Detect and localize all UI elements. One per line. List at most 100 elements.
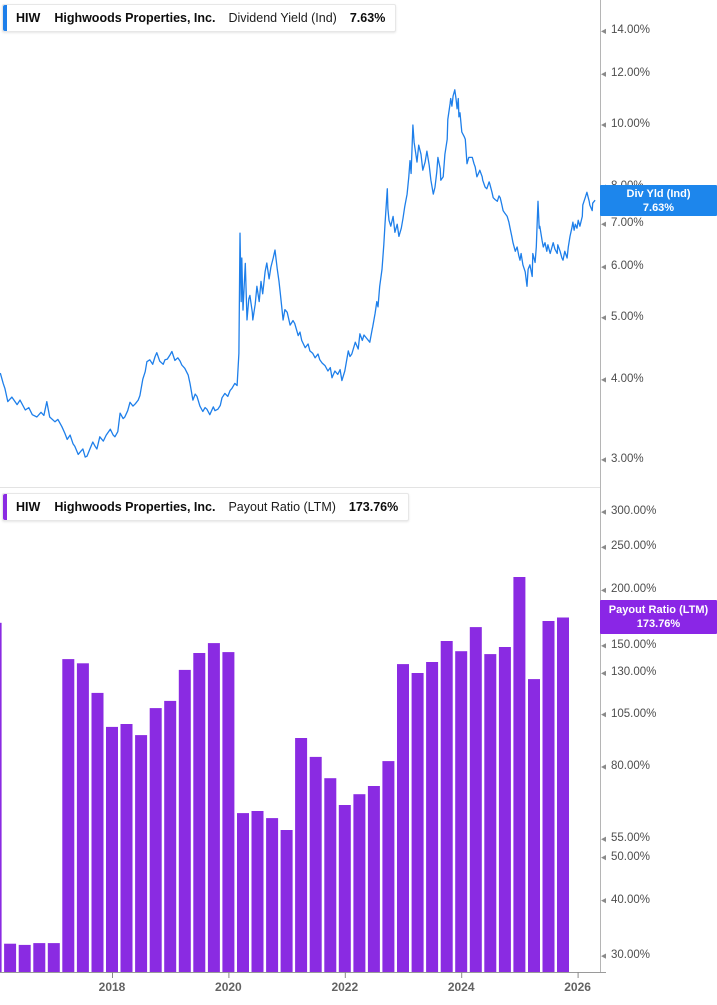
payout-ratio-bar[interactable] bbox=[338, 805, 351, 972]
y-tick-mark bbox=[601, 643, 606, 649]
y-tick-mark bbox=[601, 28, 606, 35]
metric-name: Dividend Yield (Ind) bbox=[228, 11, 337, 25]
payout-ratio-bar[interactable] bbox=[557, 617, 569, 973]
payout-ratio-bar[interactable] bbox=[106, 726, 118, 972]
series-color-bar-purple bbox=[3, 494, 7, 520]
y-tick-mark bbox=[601, 221, 606, 227]
payout-ratio-bar[interactable] bbox=[411, 673, 424, 972]
payout-ratio-bar[interactable] bbox=[382, 761, 395, 972]
payout-ratio-bar[interactable] bbox=[309, 756, 322, 972]
y-axis-label: 105.00% bbox=[611, 707, 657, 720]
payout-ratio-bar[interactable] bbox=[484, 654, 497, 972]
y-axis-label: 3.00% bbox=[611, 452, 644, 465]
metric-value: 173.76% bbox=[348, 500, 399, 514]
last-value-badge-div-yld: Div Yld (Ind) 7.63% bbox=[600, 185, 717, 216]
y-tick-mark bbox=[601, 836, 606, 842]
payout-ratio-bar[interactable] bbox=[178, 669, 191, 972]
badge-value: 7.63% bbox=[642, 201, 675, 214]
badge-label: Div Yld (Ind) bbox=[626, 187, 691, 200]
payout-ratio-bar[interactable] bbox=[76, 663, 89, 972]
payout-ratio-bar[interactable] bbox=[149, 708, 162, 972]
x-axis-label: 2020 bbox=[215, 980, 242, 994]
payout-ratio-bar[interactable] bbox=[266, 818, 279, 972]
x-axis-label: 2026 bbox=[564, 980, 591, 994]
payout-ratio-bar[interactable] bbox=[193, 653, 206, 972]
company-name: Highwoods Properties, Inc. bbox=[54, 11, 216, 25]
payout-ratio-bar[interactable] bbox=[91, 692, 104, 972]
payout-ratio-bar[interactable] bbox=[135, 735, 148, 972]
x-axis-label: 2024 bbox=[447, 980, 475, 994]
payout-ratio-bar[interactable] bbox=[4, 943, 17, 972]
payout-ratio-bar[interactable] bbox=[426, 662, 439, 972]
y-axis-label: 12.00% bbox=[611, 67, 651, 80]
payout-ratio-bar[interactable] bbox=[542, 621, 555, 972]
y-tick-mark bbox=[601, 264, 606, 270]
last-value-badge-payout-ratio: Payout Ratio (LTM) 173.76% bbox=[600, 600, 717, 634]
metric-name: Payout Ratio (LTM) bbox=[228, 500, 336, 514]
y-axis-label: 300.00% bbox=[611, 505, 657, 518]
y-tick-mark bbox=[601, 71, 606, 77]
y-tick-mark bbox=[601, 122, 606, 128]
y-axis-label: 30.00% bbox=[611, 949, 651, 962]
ticker-symbol: HIW bbox=[16, 500, 41, 514]
y-tick-mark bbox=[601, 457, 606, 463]
y-tick-mark bbox=[601, 855, 606, 861]
payout-ratio-bar[interactable] bbox=[237, 813, 249, 972]
y-axis-label: 6.00% bbox=[611, 260, 644, 273]
payout-ratio-bar[interactable] bbox=[62, 659, 75, 972]
payout-ratio-bar[interactable] bbox=[469, 627, 482, 972]
y-tick-mark bbox=[601, 544, 606, 550]
payout-ratio-bar[interactable] bbox=[397, 664, 409, 972]
payout-ratio-bar[interactable] bbox=[440, 641, 453, 972]
y-axis-label: 40.00% bbox=[611, 893, 651, 906]
legend-chip-payout-ratio[interactable]: HIW Highwoods Properties, Inc. Payout Ra… bbox=[2, 493, 410, 521]
y-axis-label: 7.00% bbox=[611, 217, 644, 230]
payout-ratio-bar[interactable] bbox=[280, 830, 293, 972]
y-axis-label: 5.00% bbox=[611, 310, 644, 323]
ticker-symbol: HIW bbox=[16, 11, 41, 25]
y-tick-mark bbox=[601, 898, 606, 904]
y-tick-mark bbox=[601, 953, 606, 959]
y-tick-mark bbox=[601, 315, 606, 321]
payout-ratio-bar[interactable] bbox=[324, 778, 337, 972]
payout-ratio-bar[interactable] bbox=[528, 679, 540, 972]
company-name: Highwoods Properties, Inc. bbox=[54, 500, 216, 514]
y-axis-label: 80.00% bbox=[611, 760, 651, 773]
dividend-yield-line bbox=[0, 89, 596, 458]
payout-ratio-bar[interactable] bbox=[498, 647, 511, 972]
payout-ratio-bar[interactable] bbox=[47, 943, 60, 972]
y-axis-label: 14.00% bbox=[611, 24, 651, 37]
payout-ratio-bar[interactable] bbox=[0, 622, 2, 972]
y-tick-mark bbox=[601, 764, 606, 770]
y-tick-mark bbox=[601, 711, 606, 718]
y-axis-label: 4.00% bbox=[611, 372, 644, 385]
payout-ratio-bar[interactable] bbox=[251, 811, 264, 972]
payout-ratio-bar[interactable] bbox=[513, 577, 526, 972]
series-color-bar-blue bbox=[3, 5, 7, 31]
x-axis-label: 2022 bbox=[331, 980, 359, 994]
payout-ratio-bar[interactable] bbox=[207, 643, 220, 972]
legend-chip-dividend-yield[interactable]: HIW Highwoods Properties, Inc. Dividend … bbox=[2, 4, 397, 32]
y-axis-label: 200.00% bbox=[611, 583, 657, 596]
metric-value: 7.63% bbox=[349, 11, 386, 25]
y-tick-mark bbox=[601, 587, 606, 593]
payout-ratio-bar[interactable] bbox=[164, 700, 177, 972]
y-axis-label: 55.00% bbox=[611, 832, 651, 845]
y-axis-label: 10.00% bbox=[611, 118, 651, 130]
y-axis-label: 250.00% bbox=[611, 540, 657, 553]
payout-ratio-bar[interactable] bbox=[455, 651, 468, 972]
payout-ratio-bar[interactable] bbox=[295, 738, 308, 972]
y-tick-mark bbox=[601, 670, 606, 677]
y-axis-label: 150.00% bbox=[611, 638, 657, 651]
y-tick-mark bbox=[601, 509, 606, 515]
payout-ratio-bar[interactable] bbox=[18, 944, 31, 972]
payout-ratio-bar[interactable] bbox=[353, 794, 366, 972]
payout-ratio-bar[interactable] bbox=[120, 724, 133, 972]
badge-value: 173.76% bbox=[636, 618, 681, 630]
x-axis-label: 2018 bbox=[98, 980, 126, 994]
payout-ratio-bar[interactable] bbox=[222, 652, 235, 972]
payout-ratio-bar[interactable] bbox=[33, 943, 46, 972]
payout-ratio-bar[interactable] bbox=[367, 786, 380, 972]
